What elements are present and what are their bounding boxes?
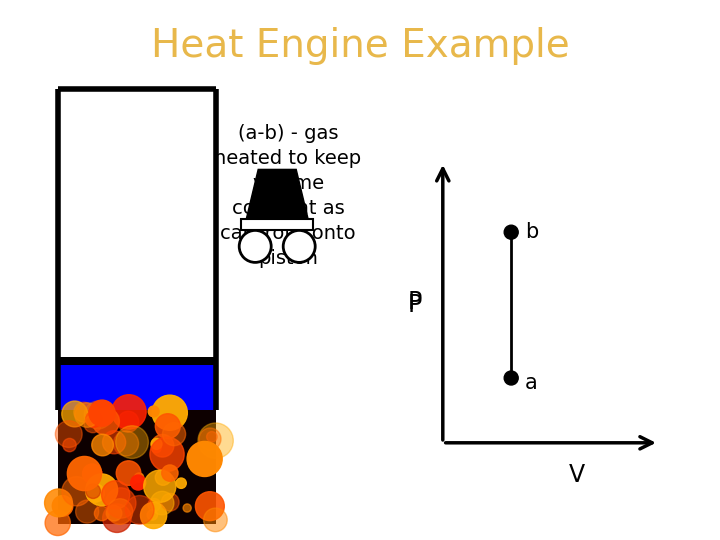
Circle shape [239,231,271,262]
Circle shape [103,504,131,532]
Circle shape [504,225,518,239]
Circle shape [187,441,222,476]
Circle shape [84,415,102,433]
Circle shape [151,435,174,457]
Circle shape [151,443,161,453]
Circle shape [112,395,146,429]
Circle shape [62,477,91,506]
Circle shape [89,400,115,426]
Text: P: P [408,291,422,314]
Bar [58,410,216,524]
Circle shape [283,231,315,262]
Circle shape [195,492,225,521]
Circle shape [94,506,109,521]
Circle shape [114,431,138,456]
Circle shape [63,438,76,452]
Circle shape [148,406,159,417]
Circle shape [118,411,139,432]
Circle shape [45,489,73,517]
Circle shape [83,464,102,483]
Circle shape [116,426,148,458]
Text: P: P [408,293,422,317]
Circle shape [68,456,102,491]
Circle shape [125,496,154,524]
Circle shape [86,411,102,427]
Circle shape [106,488,136,518]
Circle shape [131,475,145,490]
Circle shape [199,428,221,450]
Circle shape [86,474,117,505]
Circle shape [76,500,99,523]
Circle shape [163,422,186,446]
Circle shape [140,502,167,529]
Circle shape [107,499,132,524]
Circle shape [53,496,73,516]
Circle shape [45,510,71,536]
Circle shape [152,395,187,430]
Text: (a-b) - gas
heated to keep
volume
constant as
cart rolls onto
piston: (a-b) - gas heated to keep volume consta… [215,124,361,268]
Circle shape [207,431,217,442]
Circle shape [162,465,178,481]
Text: Heat Engine Example: Heat Engine Example [150,27,570,65]
Circle shape [116,461,141,485]
Circle shape [84,401,112,429]
Circle shape [86,484,101,498]
Circle shape [91,434,113,456]
Circle shape [92,408,120,435]
Bar [58,89,216,357]
Circle shape [504,371,518,385]
Circle shape [102,431,126,454]
Bar [58,357,216,366]
Circle shape [135,473,144,482]
Circle shape [183,504,192,512]
Circle shape [176,478,186,488]
Circle shape [204,508,228,532]
Text: b: b [525,222,539,242]
Circle shape [62,401,88,427]
Circle shape [198,423,233,458]
Circle shape [151,438,162,449]
Circle shape [161,494,179,511]
Circle shape [156,414,180,438]
Text: a: a [525,373,538,393]
Circle shape [102,481,130,509]
Circle shape [147,510,158,520]
Polygon shape [246,170,308,219]
Bar [241,219,313,231]
Bar [58,366,216,410]
Circle shape [74,402,94,422]
Circle shape [156,470,171,485]
Circle shape [148,498,161,511]
Text: V: V [569,463,585,487]
Circle shape [86,484,104,502]
Circle shape [150,437,184,471]
Circle shape [75,403,99,427]
Circle shape [55,421,82,448]
Circle shape [107,505,122,521]
Circle shape [144,470,176,502]
Circle shape [150,491,174,515]
